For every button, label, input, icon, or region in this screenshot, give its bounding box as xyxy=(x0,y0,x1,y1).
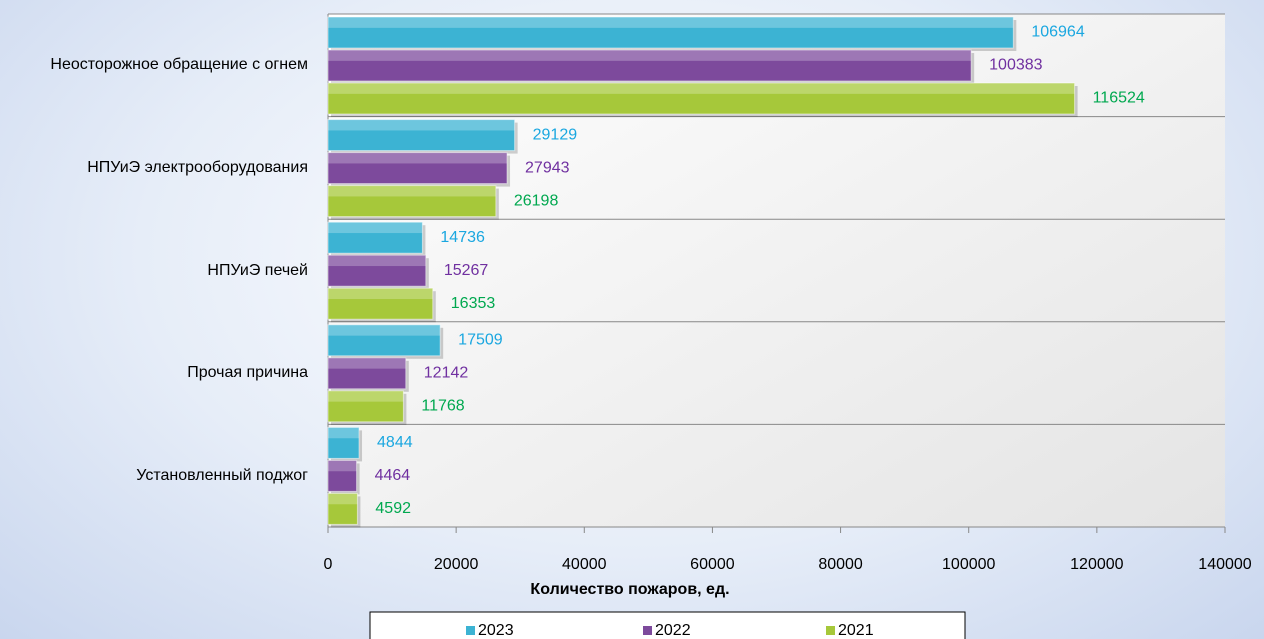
x-tick-label: 100000 xyxy=(942,556,995,573)
bar xyxy=(327,492,358,525)
legend-swatch xyxy=(643,626,652,635)
bar xyxy=(327,152,508,185)
x-tick-label: 60000 xyxy=(690,556,735,573)
legend-label: 2021 xyxy=(838,622,874,639)
bar xyxy=(327,426,360,459)
data-label: 16353 xyxy=(451,295,496,312)
legend-label: 2023 xyxy=(478,622,514,639)
category-text: Прочая причина xyxy=(187,364,308,382)
x-tick-label: 80000 xyxy=(818,556,863,573)
bar-highlight xyxy=(328,493,358,505)
data-label: 29129 xyxy=(533,126,578,143)
category-label: НПУиЭ печей xyxy=(0,241,308,301)
bar xyxy=(327,185,497,218)
bar xyxy=(327,287,434,320)
bar-highlight xyxy=(328,222,423,234)
x-tick-label: 140000 xyxy=(1198,556,1251,573)
data-label: 100383 xyxy=(989,57,1042,74)
data-label: 11768 xyxy=(421,398,464,415)
category-label: Установленный поджог xyxy=(0,446,308,506)
data-label: 116524 xyxy=(1093,90,1145,107)
x-tick-label: 20000 xyxy=(434,556,479,573)
data-label: 17509 xyxy=(458,332,503,349)
bar xyxy=(327,357,407,390)
legend-swatch xyxy=(826,626,835,635)
bar-highlight xyxy=(328,460,357,472)
category-text: НПУиЭ печей xyxy=(207,261,308,279)
category-label: Прочая причина xyxy=(0,343,308,403)
category-text: Неосторожное обращение с огнем xyxy=(50,56,308,74)
bar xyxy=(327,254,427,287)
category-text: Установленный поджог xyxy=(136,466,308,484)
bar-highlight xyxy=(328,288,433,300)
bar xyxy=(327,390,404,423)
bar xyxy=(327,49,972,82)
bar-highlight xyxy=(328,185,496,197)
bar xyxy=(327,16,1014,49)
legend-swatch xyxy=(466,626,475,635)
bar-highlight xyxy=(328,83,1075,94)
x-tick-label: 40000 xyxy=(562,556,607,573)
bar-highlight xyxy=(328,427,360,439)
category-label: Неосторожное обращение с огнем xyxy=(0,35,308,95)
category-label: НПУиЭ электрооборудования xyxy=(0,138,308,198)
bar-highlight xyxy=(328,152,508,164)
data-label: 4844 xyxy=(377,434,413,451)
bar-highlight xyxy=(328,390,404,402)
data-label: 12142 xyxy=(424,365,469,382)
bar xyxy=(327,324,441,357)
bar xyxy=(327,119,516,152)
bar xyxy=(327,459,358,492)
bar-highlight xyxy=(328,357,406,369)
bar xyxy=(327,82,1076,115)
bar-highlight xyxy=(328,324,441,336)
bar-highlight xyxy=(328,50,972,61)
bar-highlight xyxy=(328,119,515,131)
data-label: 15267 xyxy=(444,262,489,279)
legend-label: 2022 xyxy=(655,622,691,639)
data-label: 106964 xyxy=(1031,24,1084,41)
data-label: 14736 xyxy=(440,229,485,246)
data-label: 26198 xyxy=(514,192,559,209)
x-axis-title: Количество пожаров, ед. xyxy=(530,581,729,598)
data-label: 27943 xyxy=(525,159,570,176)
data-label: 4592 xyxy=(375,500,411,517)
data-label: 4464 xyxy=(375,467,411,484)
category-text: НПУиЭ электрооборудования xyxy=(87,158,308,176)
bar-highlight xyxy=(328,255,426,267)
bar-highlight xyxy=(328,17,1014,28)
bar xyxy=(327,221,423,254)
x-tick-label: 0 xyxy=(324,556,333,573)
x-tick-label: 120000 xyxy=(1070,556,1123,573)
